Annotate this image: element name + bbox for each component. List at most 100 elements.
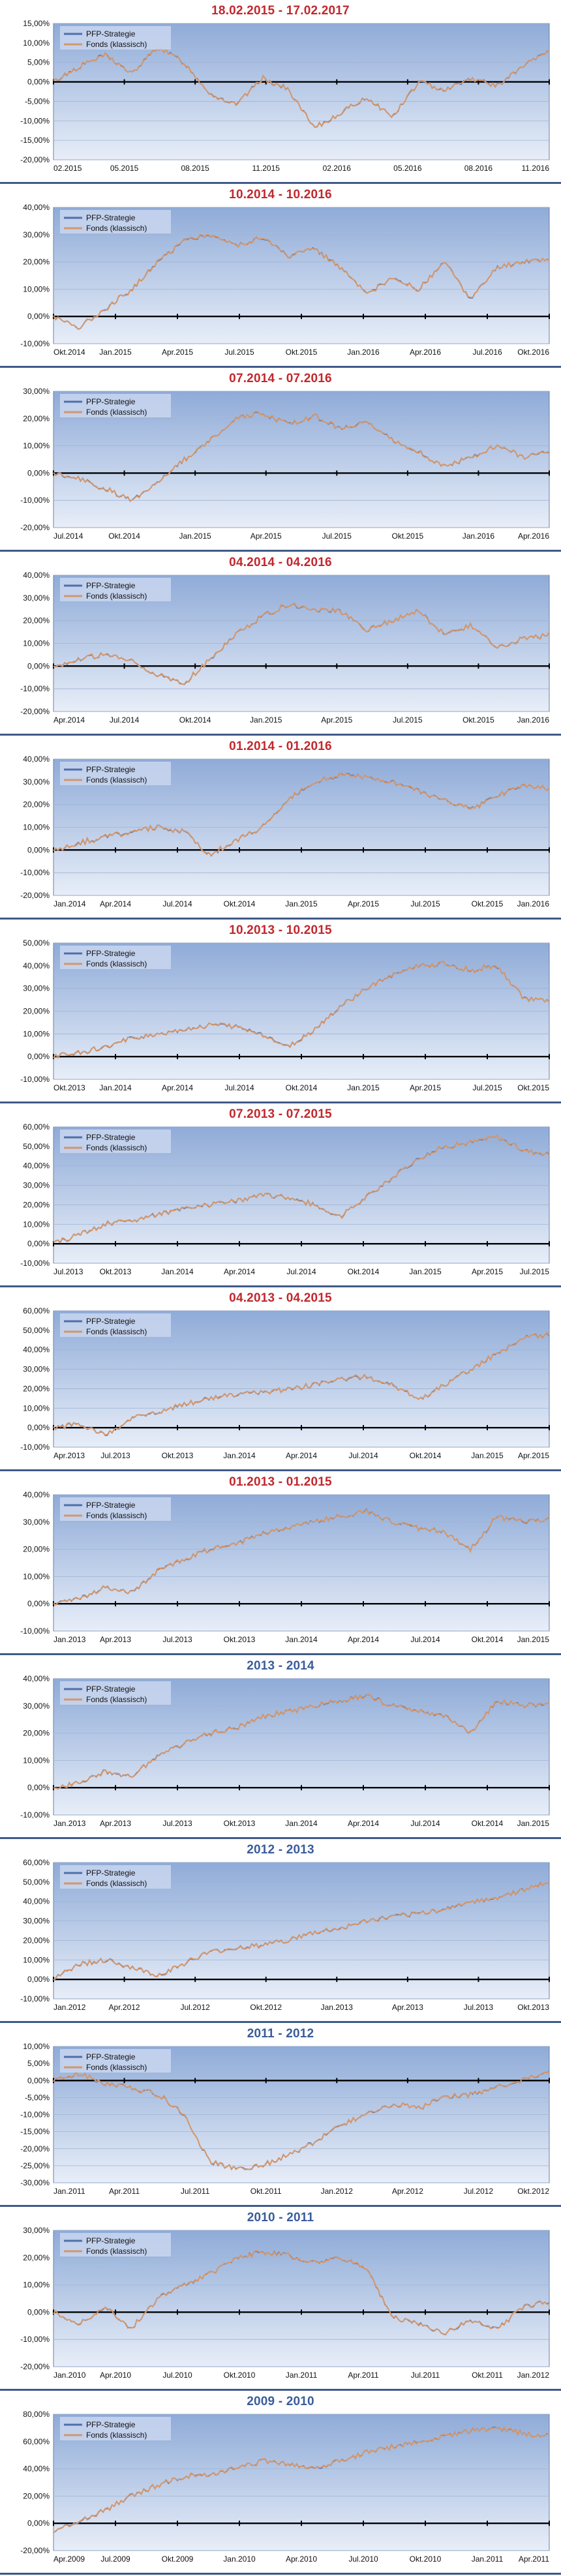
x-tick-label: Jan.2014 <box>285 1635 318 1644</box>
legend-label: Fonds (klassisch) <box>86 1511 147 1520</box>
legend-label: Fonds (klassisch) <box>86 1327 147 1336</box>
y-tick-label: 0,00% <box>27 661 50 670</box>
x-tick-label: Jan.2016 <box>462 532 495 541</box>
chart-panel: 2011 - 2012 10,00% 5,00% 0,00% -5,00% -10,00%… <box>0 2023 561 2207</box>
y-tick-label: 30,00% <box>23 230 50 239</box>
x-tick-label: Jul.2013 <box>53 1267 83 1276</box>
x-tick-label: 05.2016 <box>393 164 422 173</box>
y-tick-label: -10,00% <box>20 684 50 693</box>
chart-svg: 60,00% 50,00% 40,00% 30,00% 20,00% 10,00% 0,00… <box>20 1306 550 1460</box>
x-tick-label: Okt.2013 <box>53 1083 85 1092</box>
x-tick-label: Jan.2013 <box>53 1819 86 1828</box>
y-tick-label: 20,00% <box>23 1007 50 1016</box>
y-tick-label: 30,00% <box>23 984 50 993</box>
series-line-fonds-klassisch <box>53 1508 550 1606</box>
series-line-fonds-klassisch <box>53 1693 550 1790</box>
chart-title: 07.2014 - 07.2016 <box>229 372 332 385</box>
y-tick-label: 0,00% <box>27 1975 50 1984</box>
legend-box <box>60 26 171 50</box>
x-tick-label: Jul.2014 <box>286 1267 316 1276</box>
x-tick-label: 02.2016 <box>323 164 352 173</box>
x-tick-label: Apr.2015 <box>321 715 352 725</box>
series-line-fonds-klassisch <box>53 2426 550 2533</box>
chart-panel: 2013 - 2014 40,00% 30,00% 20,00% 10,00% 0,00%… <box>0 1655 561 1839</box>
x-tick-label: Jul.2014 <box>162 899 192 908</box>
legend-label: PFP-Strategie <box>86 949 136 958</box>
y-tick-label: 30,00% <box>23 777 50 786</box>
chart-svg: 15,00% 10,00% 5,00% 0,00% -5,00% -10,00% -15,0… <box>20 19 550 173</box>
y-tick-label: -10,00% <box>20 1443 50 1452</box>
legend-label: PFP-Strategie <box>86 213 136 222</box>
y-tick-label: -10,00% <box>20 1075 50 1084</box>
chart-panel: 01.2013 - 01.2015 40,00% 30,00% 20,00% 10,00… <box>0 1471 561 1655</box>
y-tick-label: 10,00% <box>23 1955 50 1964</box>
x-tick-label: Apr.2012 <box>109 2003 140 2012</box>
y-tick-label: 30,00% <box>23 1365 50 1374</box>
y-tick-label: -15,00% <box>20 2127 50 2136</box>
y-tick-label: 80,00% <box>23 2410 50 2419</box>
x-tick-label: Jan.2011 <box>286 2371 318 2380</box>
x-tick-label: 08.2016 <box>464 164 493 173</box>
x-tick-label: Jul.2014 <box>53 532 83 541</box>
x-tick-label: 05.2015 <box>110 164 139 173</box>
x-tick-label: Okt.2013 <box>224 1819 256 1828</box>
y-tick-label: 40,00% <box>23 755 50 764</box>
legend-label: PFP-Strategie <box>86 1317 136 1326</box>
chart-panel: 04.2014 - 04.2016 40,00% 30,00% 20,00% 10,00… <box>0 552 561 736</box>
x-tick-label: Apr.2011 <box>348 2371 378 2380</box>
x-tick-label: Apr.2014 <box>286 1451 317 1460</box>
y-tick-label: 40,00% <box>23 571 50 580</box>
x-tick-label: Jul.2014 <box>110 715 140 725</box>
x-tick-label: Okt.2015 <box>472 899 504 908</box>
chart-title: 2012 - 2013 <box>247 1843 314 1857</box>
x-tick-label: Jul.2012 <box>464 2187 494 2196</box>
chart-svg: 40,00%30,00%20,00%10,00%0,00%-10,00%Jan.… <box>20 1674 550 1828</box>
series-line-fonds-klassisch <box>53 410 549 502</box>
x-tick-label: Jan.2015 <box>99 348 132 357</box>
x-tick-label: Apr.2013 <box>100 1819 131 1828</box>
x-tick-label: Okt.2014 <box>286 1083 318 1092</box>
series-line-fonds-klassisch <box>53 233 550 331</box>
x-tick-label: Jan.2010 <box>53 2371 86 2380</box>
y-tick-label: 0,00% <box>27 1783 50 1792</box>
x-tick-label: Apr.2015 <box>250 532 282 541</box>
x-tick-label: Jul.2015 <box>410 899 440 908</box>
series-line-fonds-klassisch <box>53 771 550 857</box>
y-tick-label: 50,00% <box>23 1142 50 1151</box>
x-tick-label: Jan.2013 <box>53 1635 86 1644</box>
series-line-fonds-klassisch <box>53 2249 550 2335</box>
x-tick-label: Okt.2011 <box>250 2187 282 2196</box>
x-tick-label: Okt.2014 <box>410 1451 442 1460</box>
y-tick-label: 10,00% <box>23 284 50 293</box>
chart-svg: 40,00%30,00%20,00%10,00%0,00%-10,00%Jan.… <box>20 1490 550 1644</box>
legend-box <box>60 394 171 417</box>
y-tick-label: 20,00% <box>23 1729 50 1738</box>
x-tick-label: Jul.2011 <box>411 2371 440 2380</box>
x-tick-label: Apr.2013 <box>100 1635 131 1644</box>
chart-panel: 2010 - 2011 30,00% 20,00% 10,00% 0,00% -10,00… <box>0 2207 561 2391</box>
legend-label: Fonds (klassisch) <box>86 408 147 417</box>
y-tick-label: 60,00% <box>23 1122 50 1131</box>
x-tick-label: Apr.2016 <box>518 532 549 541</box>
y-tick-label: 10,00% <box>23 1220 50 1229</box>
y-tick-label: 0,00% <box>27 312 50 321</box>
y-tick-label: 20,00% <box>23 414 50 423</box>
x-tick-label: Jul.2013 <box>162 1819 192 1828</box>
y-tick-label: -10,00% <box>20 1810 50 1820</box>
y-tick-label: 20,00% <box>23 2491 50 2500</box>
legend-label: PFP-Strategie <box>86 1133 136 1142</box>
legend-label: Fonds (klassisch) <box>86 959 147 968</box>
x-tick-label: Jan.2014 <box>223 1451 256 1460</box>
y-tick-label: -10,00% <box>20 868 50 877</box>
x-tick-label: Apr.2016 <box>410 348 441 357</box>
y-tick-label: 15,00% <box>23 19 50 28</box>
y-tick-label: 0,00% <box>27 1423 50 1432</box>
legend-box <box>60 1865 171 1889</box>
legend-label: PFP-Strategie <box>86 1868 136 1878</box>
chart-svg: 80,00%60,00%40,00%20,00%0,00%-20,00%Apr.… <box>20 2410 550 2564</box>
x-tick-label: Jan.2011 <box>53 2187 85 2196</box>
x-tick-label: Jan.2014 <box>161 1267 194 1276</box>
legend-box <box>60 2233 171 2256</box>
legend-label: PFP-Strategie <box>86 1685 136 1694</box>
